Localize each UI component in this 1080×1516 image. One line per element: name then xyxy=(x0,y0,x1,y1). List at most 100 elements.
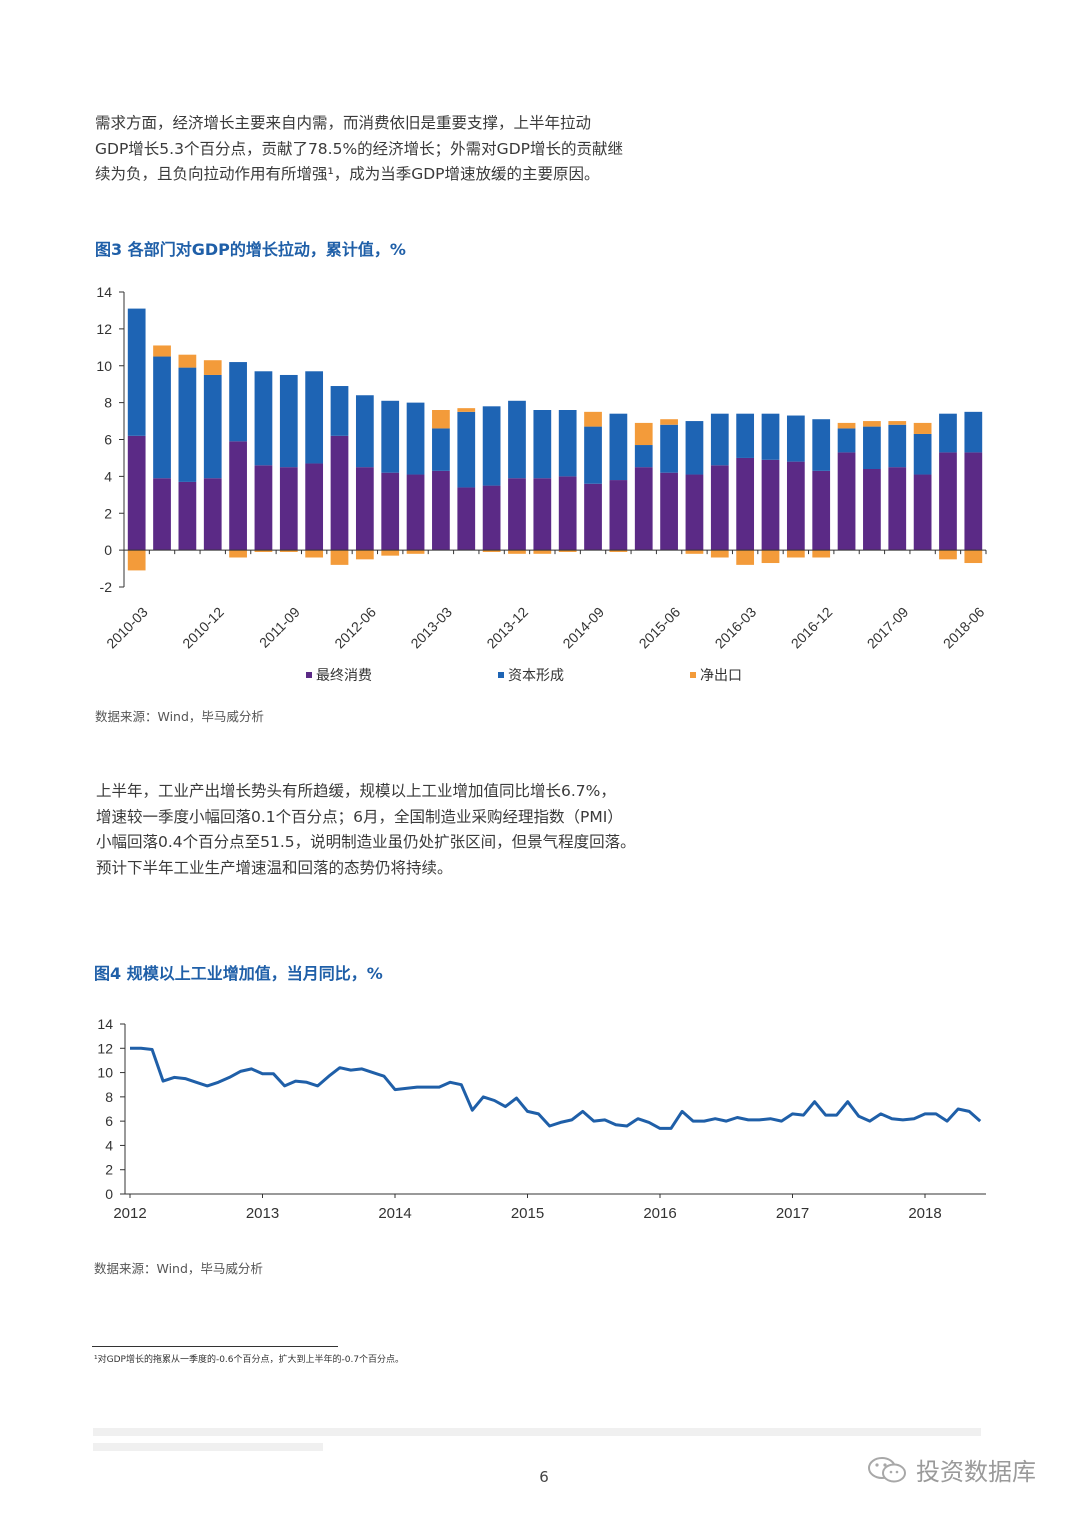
bar-最终消费 xyxy=(533,478,552,551)
bar-资本形成 xyxy=(913,433,932,475)
wechat-icon xyxy=(868,1456,906,1482)
x-tick-label: 2018-06 xyxy=(940,604,988,652)
bar-最终消费 xyxy=(939,452,957,551)
y-tick-label: -2 xyxy=(100,579,113,595)
bar-净出口 xyxy=(254,550,273,552)
bar-净出口 xyxy=(406,550,425,554)
page-number: 6 xyxy=(539,1468,549,1486)
y-tick-label: 10 xyxy=(97,1065,113,1081)
bar-最终消费 xyxy=(127,435,146,551)
bar-净出口 xyxy=(837,422,856,429)
bar-最终消费 xyxy=(178,481,197,551)
legend-label: 最终消费 xyxy=(316,667,372,682)
bar-资本形成 xyxy=(888,424,907,468)
bar-最终消费 xyxy=(254,465,273,551)
y-tick-label: 6 xyxy=(105,1113,113,1129)
bar-净出口 xyxy=(203,360,222,375)
x-tick-label: 2016-12 xyxy=(788,604,836,652)
x-tick-label: 2014-09 xyxy=(559,604,607,652)
bar-资本形成 xyxy=(786,415,805,462)
bar-净出口 xyxy=(330,550,349,565)
paragraph-line: 小幅回落0.4个百分点至51.5，说明制造业虽仍处扩张区间，但景气程度回落。 xyxy=(96,833,636,851)
bar-资本形成 xyxy=(508,400,526,479)
bar-最终消费 xyxy=(355,467,374,551)
bar-净出口 xyxy=(710,550,729,558)
bar-资本形成 xyxy=(558,410,577,477)
bar-最终消费 xyxy=(761,459,780,551)
bar-资本形成 xyxy=(964,411,983,453)
bar-最终消费 xyxy=(964,452,983,551)
bar-最终消费 xyxy=(685,474,704,551)
bar-净出口 xyxy=(660,419,678,425)
bar-最终消费 xyxy=(508,478,526,551)
bar-最终消费 xyxy=(812,470,831,551)
copyright-notice xyxy=(93,1428,983,1451)
bar-净出口 xyxy=(432,410,450,429)
x-tick-label: 2014 xyxy=(378,1205,411,1222)
x-tick-label: 2013-03 xyxy=(407,604,455,652)
bar-资本形成 xyxy=(406,402,425,475)
figure-4-title: 图4 规模以上工业增加值，当月同比，% xyxy=(94,964,383,983)
bar-资本形成 xyxy=(381,400,400,473)
bar-净出口 xyxy=(888,421,907,425)
bar-最终消费 xyxy=(660,472,678,551)
legend-label: 资本形成 xyxy=(508,667,564,682)
paragraph-line: 需求方面，经济增长主要来自内需，而消费依旧是重要支撑，上半年拉动 xyxy=(95,114,592,132)
bar-最终消费 xyxy=(457,487,476,551)
paragraph-line: 预计下半年工业生产增速温和回落的态势仍将持续。 xyxy=(96,858,453,877)
bar-净出口 xyxy=(482,550,501,552)
bar-最终消费 xyxy=(609,480,628,551)
bar-净出口 xyxy=(736,550,755,565)
bar-资本形成 xyxy=(203,374,222,479)
series-line xyxy=(130,1046,982,1130)
bar-资本形成 xyxy=(457,411,476,488)
bar-净出口 xyxy=(153,345,171,357)
y-tick-label: 0 xyxy=(104,542,112,558)
figure-3-title: 图3 各部门对GDP的增长拉动，累计值，% xyxy=(95,240,406,259)
line-chart: 0 2 4 6 8 10 12 14 2012 2013 2014 2015 2016 2017 2018 xyxy=(97,1016,986,1222)
figure-3-source: 数据来源：Wind，毕马威分析 xyxy=(95,709,264,724)
x-tick-label: 2013 xyxy=(246,1205,279,1222)
paragraph-1: 需求方面，经济增长主要来自内需，而消费依旧是重要支撑，上半年拉动 GDP增长5.… xyxy=(95,111,735,188)
x-tick-label: 2017 xyxy=(776,1205,809,1222)
legend-swatch xyxy=(498,672,504,678)
bar-最终消费 xyxy=(229,441,247,551)
bar-净出口 xyxy=(279,550,298,552)
watermark-text: 投资数据库 xyxy=(916,1458,1036,1486)
bar-资本形成 xyxy=(229,362,247,442)
bar-资本形成 xyxy=(355,395,374,468)
bar-最终消费 xyxy=(381,472,400,551)
paragraph-2: 上半年，工业产出增长势头有所趋缓，规模以上工业增加值同比增长6.7%， 增速较一… xyxy=(96,779,736,881)
y-tick-label: 14 xyxy=(97,1016,113,1032)
paragraph-line: 增速较一季度小幅回落0.1个百分点；6月，全国制造业采购经理指数（PMI） xyxy=(96,807,623,826)
bar-资本形成 xyxy=(685,421,704,475)
y-tick-label: 2 xyxy=(104,505,112,521)
bar-净出口 xyxy=(533,550,552,554)
bar-净出口 xyxy=(457,408,476,412)
x-tick-label: 2017-09 xyxy=(864,604,912,652)
bar-资本形成 xyxy=(812,419,831,471)
bar-资本形成 xyxy=(153,356,171,479)
bar-资本形成 xyxy=(837,428,856,453)
y-tick-label: 14 xyxy=(96,284,112,300)
footnote-divider xyxy=(92,1346,338,1347)
x-tick-label: 2010-12 xyxy=(179,604,227,652)
x-tick-label: 2016-03 xyxy=(712,604,760,652)
bar-最终消费 xyxy=(710,465,729,551)
x-tick-label: 2015-06 xyxy=(636,604,684,652)
x-tick-label: 2012-06 xyxy=(331,604,379,652)
x-tick-label: 2015 xyxy=(511,1205,544,1222)
bar-资本形成 xyxy=(761,413,780,460)
bar-净出口 xyxy=(685,550,704,554)
bar-净出口 xyxy=(381,550,400,556)
bar-最终消费 xyxy=(330,435,349,551)
bar-最终消费 xyxy=(786,461,805,551)
x-tick-label: 2011-09 xyxy=(256,604,303,651)
y-tick-label: 4 xyxy=(105,1137,113,1153)
y-tick-label: 12 xyxy=(97,1040,113,1056)
footnote: ¹对GDP增长的拖累从一季度的-0.6个百分点，扩大到上半年的-0.7个百分点。 xyxy=(94,1355,405,1365)
bar-资本形成 xyxy=(178,367,197,482)
bar-净出口 xyxy=(812,550,831,558)
bar-资本形成 xyxy=(127,308,146,436)
bar-净出口 xyxy=(913,422,932,434)
